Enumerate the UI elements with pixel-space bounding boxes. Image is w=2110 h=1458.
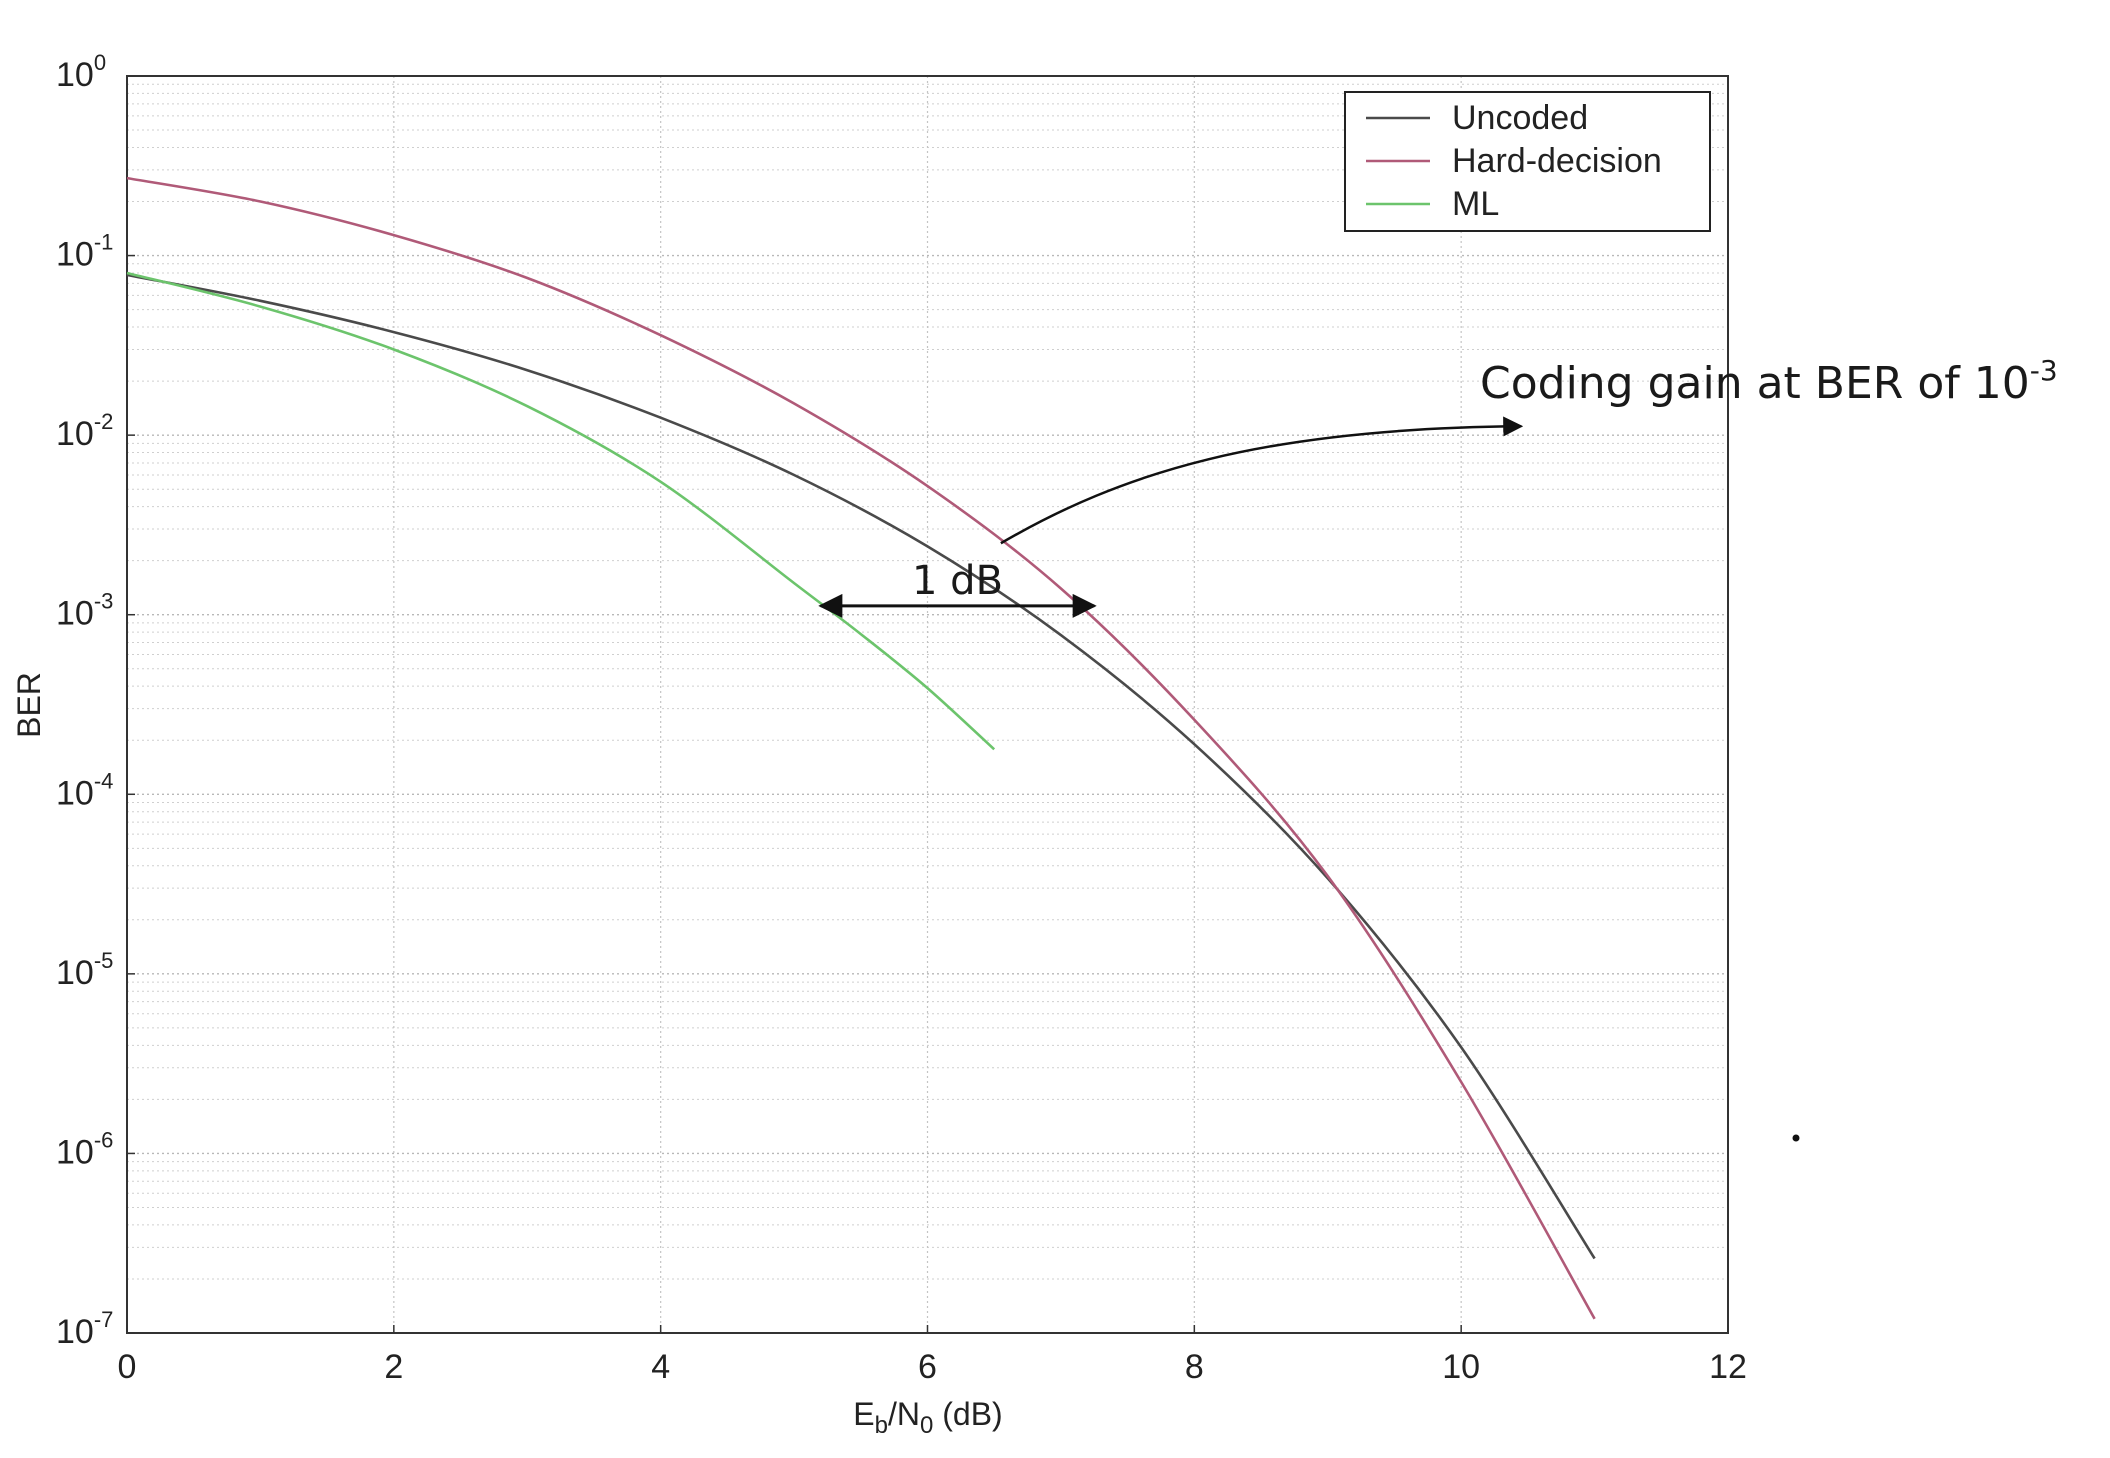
y-tick-label: 10-6	[56, 1127, 113, 1171]
x-tick-label: 4	[651, 1348, 670, 1386]
legend: Uncoded Hard-decision ML	[1344, 91, 1711, 232]
y-tick-label: 10-7	[56, 1307, 113, 1351]
series-line-hard-decision	[126, 176, 1596, 1320]
series-line-uncoded	[126, 273, 1596, 1260]
coding-gain-label: Coding gain at BER of 10-3	[1480, 354, 2058, 409]
y-tick-label: 10-1	[56, 230, 113, 274]
x-axis: 0 2 4 6 8 10 12	[118, 1325, 1747, 1386]
y-tick-label: 10-4	[56, 768, 113, 812]
y-tick-label: 10-3	[56, 589, 113, 633]
legend-label-ml: ML	[1452, 185, 1499, 223]
y-axis-label: BER	[11, 672, 47, 738]
stray-dot	[1792, 1134, 1800, 1142]
series	[126, 176, 1596, 1320]
y-tick-label: 10-5	[56, 948, 113, 992]
series-line-ml	[126, 271, 996, 751]
annotations: 1 dB	[818, 416, 1524, 618]
y-axis: 100 10-1 10-2 10-3 10-4 10-5 10-6 10-7	[56, 50, 135, 1351]
x-tick-label: 10	[1442, 1348, 1480, 1386]
x-tick-label: 8	[1185, 1348, 1204, 1386]
callout-arrow	[1000, 416, 1524, 545]
y-tick-label: 10-2	[56, 409, 113, 453]
x-tick-label: 2	[384, 1348, 403, 1386]
x-tick-label: 12	[1709, 1348, 1747, 1386]
legend-label-uncoded: Uncoded	[1452, 99, 1588, 137]
gain-label: 1 dB	[912, 558, 1003, 604]
x-tick-label: 6	[918, 1348, 937, 1386]
x-tick-label: 0	[118, 1348, 137, 1386]
plot-area	[126, 75, 1729, 1334]
grid	[126, 76, 1729, 1334]
y-tick-label: 100	[56, 50, 106, 94]
legend-label-hard-decision: Hard-decision	[1452, 142, 1662, 180]
x-axis-label: Eb/N0 (dB)	[853, 1396, 1002, 1439]
